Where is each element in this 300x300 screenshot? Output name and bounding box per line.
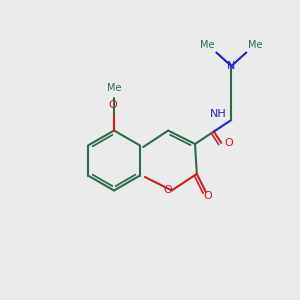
Text: N: N [227,61,236,71]
Text: O: O [163,185,172,195]
Text: Me: Me [107,83,121,93]
Text: Me: Me [200,40,215,50]
Text: NH: NH [210,109,227,118]
Text: O: O [224,138,233,148]
Text: Me: Me [248,40,262,50]
Text: O: O [203,191,212,201]
Text: O: O [108,100,117,110]
